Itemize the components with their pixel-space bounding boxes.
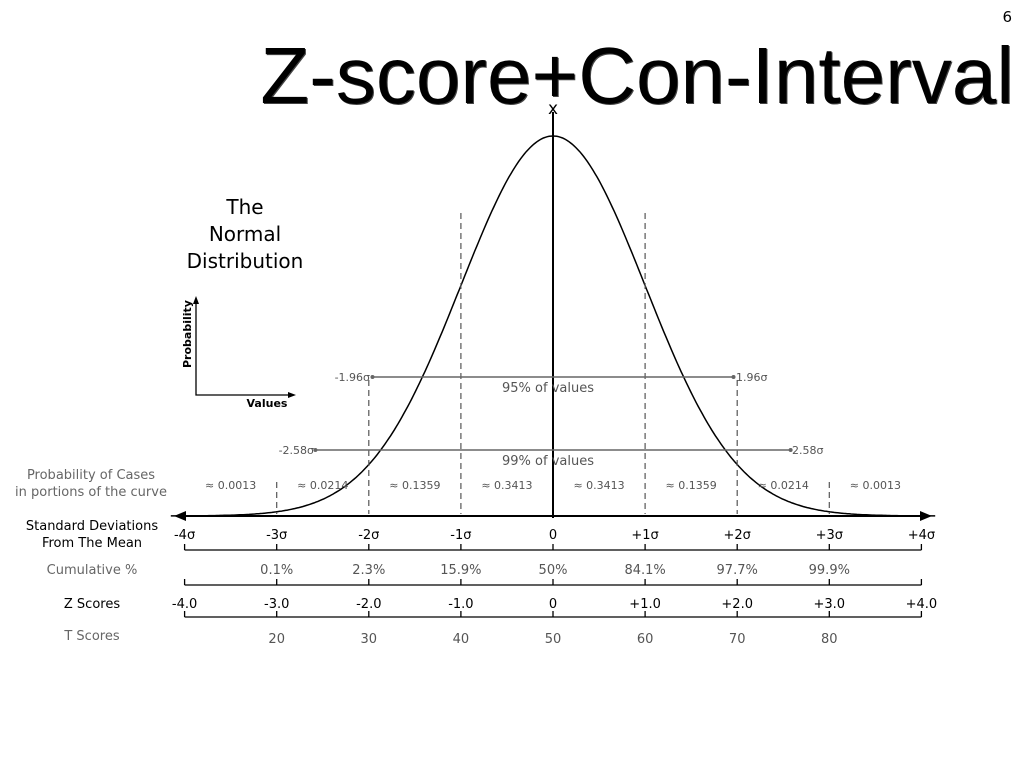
probability-label: ≈ 0.1359 — [389, 479, 440, 492]
cumulative-label: 0.1% — [260, 563, 293, 578]
interval-99: -2.58σ 2.58σ 99% of values — [279, 444, 824, 469]
std-dev-row-label-1: Standard Deviations — [26, 519, 158, 534]
cumulative-label: 84.1% — [624, 563, 665, 578]
axis-right-arrow-icon — [920, 511, 932, 521]
cumulative-label: 2.3% — [352, 563, 385, 578]
interval-99-left-label: -2.58σ — [279, 444, 314, 457]
z-score-label: +1.0 — [629, 597, 661, 612]
t-score-label: 40 — [453, 632, 470, 647]
probability-label: ≈ 0.0013 — [850, 479, 901, 492]
z-score-label: +4.0 — [906, 597, 938, 612]
std-dev-axis — [174, 511, 932, 521]
sigma-label: +3σ — [816, 528, 843, 543]
row-labels: Probability of Cases in portions of the … — [15, 468, 167, 644]
cumulative-label: 97.7% — [717, 563, 758, 578]
sigma-label: -1σ — [450, 528, 471, 543]
interval-endpoint-marker — [788, 448, 793, 452]
probability-label: ≈ 0.0214 — [758, 479, 809, 492]
z-score-label: -2.0 — [356, 597, 381, 612]
axis-x-label: x — [548, 99, 558, 119]
cumulative-label: 50% — [539, 563, 568, 578]
z-score-label: +2.0 — [721, 597, 753, 612]
heading-line-2: Normal — [209, 222, 281, 246]
sigma-label: 0 — [549, 528, 557, 543]
t-scores-row-label: T Scores — [63, 629, 119, 644]
inset-y-label: Probability — [181, 300, 194, 368]
std-dev-row-label-2: From The Mean — [42, 536, 142, 551]
sigma-label: -3σ — [266, 528, 287, 543]
cumulative-label: 99.9% — [809, 563, 850, 578]
sigma-label: +1σ — [631, 528, 658, 543]
scale-rows: ≈ 0.0013 ≈ 0.0214 ≈ 0.1359 ≈ 0.3413 ≈ 0.3413… — [172, 479, 937, 647]
diagram-heading: The Normal Distribution — [187, 195, 304, 273]
z-score-label: +3.0 — [814, 597, 846, 612]
t-score-label: 80 — [821, 632, 838, 647]
interval-endpoint-marker — [313, 448, 318, 452]
interval-99-right-label: 2.58σ — [792, 444, 823, 457]
cumulative-row-label: Cumulative % — [47, 563, 138, 578]
probability-label: ≈ 0.1359 — [666, 479, 717, 492]
cumulative-label: 15.9% — [440, 563, 481, 578]
interval-95-label: 95% of values — [502, 381, 594, 396]
slide-title: Z-score+Con-Interval — [260, 31, 1014, 120]
interval-95-left-label: -1.96σ — [335, 371, 370, 384]
interval-95-right-label: 1.96σ — [736, 371, 767, 384]
sigma-label: +4σ — [908, 528, 935, 543]
t-score-label: 50 — [545, 632, 562, 647]
heading-line-3: Distribution — [187, 249, 304, 273]
sigma-label: -4σ — [174, 528, 195, 543]
sigma-label: +2σ — [723, 528, 750, 543]
heading-line-1: The — [225, 195, 263, 219]
z-score-label: -1.0 — [448, 597, 473, 612]
sigma-dashed-lines — [276, 213, 830, 514]
inset-axes: Probability Values — [181, 296, 296, 410]
interval-95: -1.96σ 1.96σ 95% of values — [335, 371, 768, 396]
probability-row-label-1: Probability of Cases — [27, 468, 155, 483]
inset-y-arrow-icon — [193, 296, 199, 304]
probability-row-label-2: in portions of the curve — [15, 485, 167, 500]
z-score-label: -4.0 — [172, 597, 197, 612]
z-score-label: -3.0 — [264, 597, 289, 612]
t-score-label: 70 — [729, 632, 746, 647]
inset-x-label: Values — [247, 397, 288, 410]
probability-label: ≈ 0.3413 — [481, 479, 532, 492]
slide-number: 6 — [1002, 8, 1012, 26]
z-score-label: 0 — [549, 597, 557, 612]
t-score-label: 20 — [268, 632, 285, 647]
probability-label: ≈ 0.0214 — [297, 479, 348, 492]
z-scores-row-label: Z Scores — [64, 597, 120, 612]
probability-label: ≈ 0.0013 — [205, 479, 256, 492]
axis-left-arrow-icon — [174, 511, 186, 521]
interval-99-label: 99% of values — [502, 454, 594, 469]
probability-label: ≈ 0.3413 — [573, 479, 624, 492]
t-score-label: 30 — [361, 632, 378, 647]
sigma-label: -2σ — [358, 528, 379, 543]
inset-axes-lines — [195, 300, 292, 396]
t-score-label: 60 — [637, 632, 654, 647]
inset-x-arrow-icon — [288, 392, 296, 398]
